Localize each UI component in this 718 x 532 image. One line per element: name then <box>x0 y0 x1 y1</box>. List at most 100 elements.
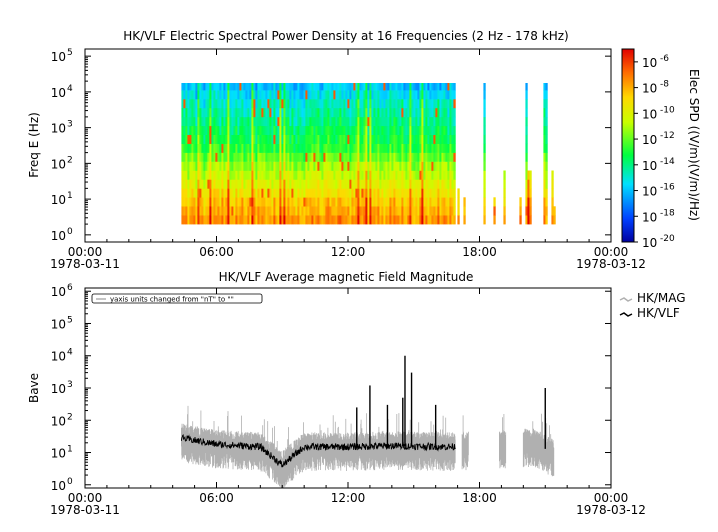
spectrogram-cell <box>395 188 398 198</box>
spectrogram-cell <box>259 215 262 225</box>
spectrogram-cell <box>249 99 252 109</box>
spectrogram-cell <box>233 152 236 162</box>
spectrogram-cell <box>383 134 386 144</box>
spectrogram-cell <box>277 206 280 216</box>
spectrogram-cell <box>249 161 252 171</box>
spectrogram-cell <box>233 125 236 135</box>
spectrogram-cell <box>429 152 432 162</box>
spectrogram-cell <box>389 116 392 127</box>
spectrogram-cell <box>209 143 212 153</box>
spectrogram-cell <box>253 188 256 198</box>
spectrogram-cell <box>359 170 362 180</box>
spectrogram-cell <box>367 197 370 207</box>
spectrogram-cell <box>255 99 258 109</box>
spectrogram-cell <box>349 179 352 189</box>
spectrogram-cell <box>257 161 260 171</box>
spectrogram-cell <box>285 215 288 225</box>
spectrogram-cell <box>207 197 210 207</box>
spectrogram-cell <box>433 116 436 127</box>
spectrogram-cell <box>365 179 368 189</box>
spectrogram-cell <box>399 143 402 153</box>
spectrogram-cell <box>215 161 218 171</box>
spectrogram-cell <box>483 170 486 180</box>
spectrogram-cell <box>343 179 346 189</box>
spectrogram-cell <box>443 108 446 118</box>
spectrogram-cell <box>183 179 186 189</box>
spectrogram-cell <box>335 108 338 118</box>
spectrogram-cell <box>381 170 384 180</box>
spectrogram-cell <box>271 83 274 91</box>
spectrogram-cell <box>445 161 448 171</box>
spectrogram-cell <box>375 152 378 162</box>
spectrogram-cell <box>425 108 428 118</box>
spectrogram-cell <box>443 143 446 153</box>
spectrogram-cell <box>409 116 412 127</box>
spectrogram-cell <box>283 116 286 127</box>
spectrogram-cell <box>321 116 324 127</box>
spectrogram-cell <box>391 179 394 189</box>
spectrogram-cell <box>263 143 266 153</box>
spectrogram-cell <box>381 206 384 216</box>
spectrogram-cell <box>419 83 422 91</box>
spectrogram-cell <box>211 116 214 127</box>
spectrogram-cell <box>299 143 302 153</box>
spectrogram-cell <box>213 143 216 153</box>
spectrogram-cell <box>233 161 236 171</box>
spectrogram-cell <box>351 179 354 189</box>
spectrogram-cell <box>439 170 442 180</box>
spectrogram-cell <box>387 215 390 225</box>
spectrogram-cell <box>183 99 186 109</box>
spectrogram-cell <box>525 125 528 135</box>
spectrogram-cell <box>377 143 380 153</box>
spectrogram-cell <box>261 197 264 207</box>
spectrogram-cell <box>183 134 186 144</box>
spectrogram-cell <box>313 143 316 153</box>
spectrogram-cell <box>207 170 210 180</box>
spectrogram-cell <box>431 215 434 225</box>
annotation-text: yaxis units changed from "nT" to "" <box>110 296 234 304</box>
spectrogram-cell <box>439 206 442 216</box>
spectrogram-cell <box>421 134 424 144</box>
spectrogram-cell <box>453 188 456 198</box>
spectrogram-cell <box>365 215 368 225</box>
spectrogram-cell <box>445 99 448 109</box>
spectrogram-cell <box>391 215 394 225</box>
spectrogram-cell <box>247 143 250 153</box>
spectrogram-cell <box>365 83 368 91</box>
spectrogram-cell <box>235 116 238 127</box>
spectrogram-cell <box>237 83 240 91</box>
spectrogram-cell <box>195 206 198 216</box>
spectrogram-cell <box>183 108 186 118</box>
spectrogram-cell <box>363 125 366 135</box>
spectrogram-cell <box>421 90 424 100</box>
spectrogram-cell <box>341 188 344 198</box>
spectrogram-cell <box>411 125 414 135</box>
spectrogram-cell <box>227 116 230 127</box>
spectrogram-cell <box>255 143 258 153</box>
spectrogram-cell <box>361 215 364 225</box>
spectrogram-cell <box>417 170 420 180</box>
spectrogram-cell <box>543 90 546 100</box>
spectrogram-cell <box>425 170 428 180</box>
spectrogram-cell <box>299 161 302 171</box>
spectrogram-cell <box>255 125 258 135</box>
spectrogram-cell <box>433 170 436 180</box>
spectrogram-cell <box>391 99 394 109</box>
spectrogram-cell <box>295 152 298 162</box>
spectrogram-cell <box>399 90 402 100</box>
spectrogram-cell <box>545 83 548 91</box>
spectrogram-cell <box>337 143 340 153</box>
spectrogram-cell <box>255 161 258 171</box>
spectrogram-cell <box>291 179 294 189</box>
spectrogram-cell <box>389 179 392 189</box>
spectrogram-cell <box>249 170 252 180</box>
spectrogram-cell <box>409 152 412 162</box>
spectrogram-cell <box>385 215 388 225</box>
spectrogram-cell <box>451 116 454 127</box>
spectrogram-cell <box>257 116 260 127</box>
spectrogram-cell <box>241 83 244 91</box>
spectrogram-cell <box>323 99 326 109</box>
legend-vlf-label: HK/VLF <box>637 306 680 320</box>
spectrogram-cell <box>441 83 444 91</box>
